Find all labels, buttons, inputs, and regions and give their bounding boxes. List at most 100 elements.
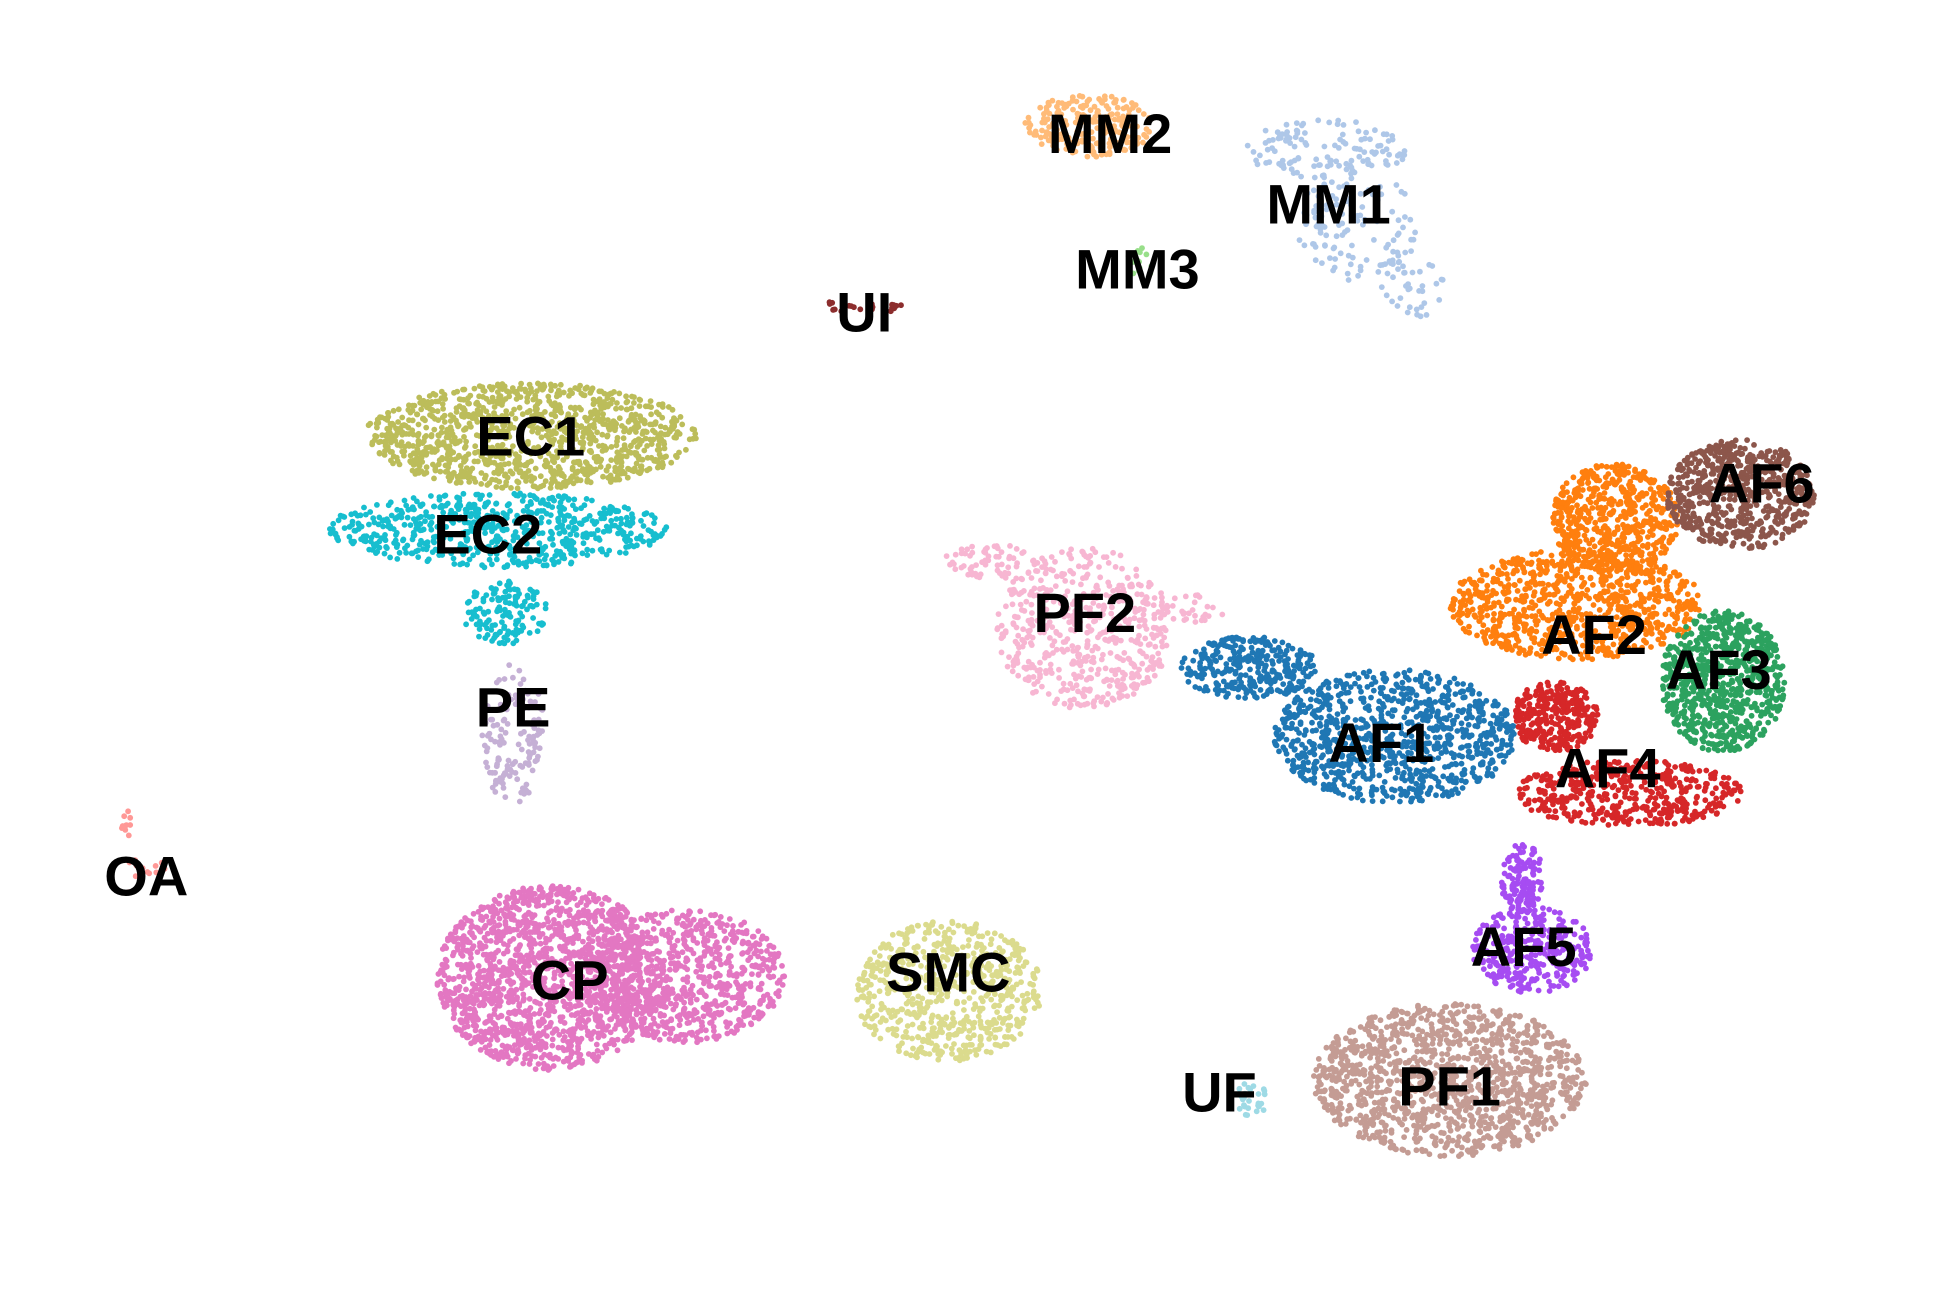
data-point [651,515,658,521]
data-point [550,558,557,565]
data-point [381,550,388,557]
data-point [1469,714,1475,721]
data-point [1459,785,1466,791]
data-point [493,763,500,770]
data-point [629,393,635,400]
data-point [1126,656,1133,663]
data-point [1344,672,1351,679]
data-point [1090,700,1097,707]
data-point [545,393,552,400]
data-point [1435,755,1442,761]
data-point [644,454,651,461]
data-point [851,304,857,311]
data-point [670,425,676,432]
data-point [1492,766,1499,772]
data-point [1481,717,1487,724]
data-point [595,535,602,541]
data-point [616,390,623,397]
data-point [561,517,568,524]
data-point [1169,603,1176,609]
data-point [1135,107,1142,114]
data-point [614,475,620,482]
data-point [1324,154,1331,161]
data-point [1067,568,1074,575]
data-point [1377,262,1384,269]
data-point [354,512,361,519]
data-point [1075,563,1082,570]
data-point [506,773,513,779]
data-point [1005,564,1012,571]
data-point [526,630,533,636]
data-point [1178,665,1185,671]
data-point [1091,118,1097,124]
data-point [1376,698,1383,705]
data-point [1003,603,1009,610]
data-point [969,543,975,550]
data-point [1140,139,1146,146]
data-point [396,513,402,519]
data-point [1406,304,1413,311]
data-point [1428,702,1434,709]
data-point [376,450,383,457]
data-point [1088,129,1095,136]
data-point [1076,123,1083,130]
data-point [1184,671,1191,677]
data-point [592,437,599,444]
data-point [461,414,467,420]
data-point [481,388,488,394]
data-point [1468,579,1475,586]
data-point [542,605,549,612]
data-point [571,524,578,531]
data-point [609,504,615,511]
data-point [1130,674,1137,681]
data-point [612,522,618,529]
data-point [659,464,666,471]
data-point [1413,692,1420,699]
data-point [404,542,411,549]
data-point [1343,160,1350,167]
data-point [410,532,417,539]
data-point [1278,162,1285,169]
data-point [1202,611,1209,618]
data-point [1182,593,1189,600]
data-point [1484,582,1491,589]
data-point [525,468,532,474]
data-point [1039,127,1045,134]
data-point [1684,591,1691,598]
data-point [494,608,500,615]
data-point [1283,736,1290,743]
data-point [1242,672,1249,678]
data-point [452,438,459,444]
data-point [1476,691,1483,697]
data-point [1348,170,1354,177]
data-point [595,411,602,417]
data-point [621,428,627,435]
data-point [425,556,432,563]
data-point [461,434,467,440]
data-point [1140,111,1147,117]
data-point [606,391,613,398]
data-point [1021,588,1027,594]
data-point [428,399,435,405]
data-point [1264,671,1271,678]
data-point [1385,241,1391,248]
data-point [461,407,468,414]
data-point [1124,574,1131,581]
data-point [1095,108,1101,114]
data-point [461,458,467,465]
data-point [1108,93,1115,100]
data-point [637,536,644,542]
data-point [1043,129,1050,136]
data-point [1284,133,1290,139]
data-point [466,598,473,605]
data-point [1545,581,1552,588]
data-point [1150,625,1157,631]
data-point [1294,652,1301,659]
data-point [502,794,509,800]
data-point [1563,571,1570,577]
data-point [629,520,636,526]
data-point [1326,119,1333,126]
data-point [618,520,625,527]
data-point [410,443,416,449]
data-point [1454,728,1461,734]
